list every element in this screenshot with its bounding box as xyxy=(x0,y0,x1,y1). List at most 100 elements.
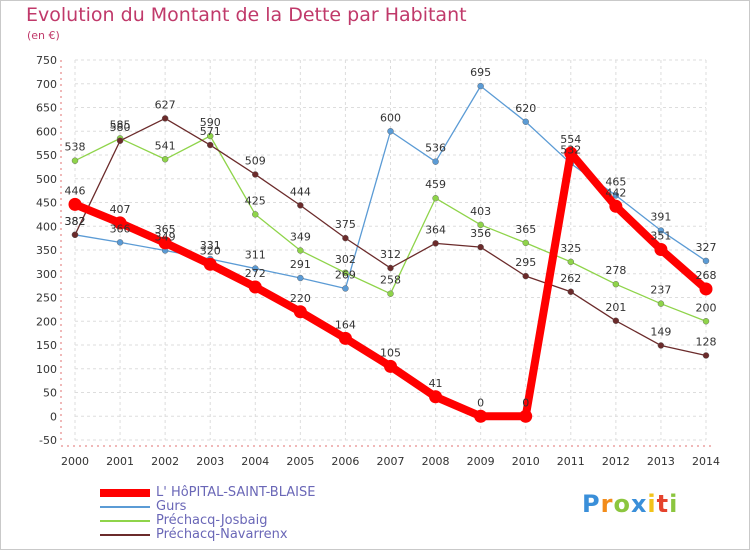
y-tick-label: 50 xyxy=(43,387,57,400)
data-label: 349 xyxy=(155,230,176,243)
legend-swatch xyxy=(100,534,150,536)
legend-label: Préchacq-Josbaig xyxy=(156,513,268,528)
data-label: 295 xyxy=(515,256,536,269)
data-label: 620 xyxy=(515,102,536,115)
data-label: 41 xyxy=(429,377,443,390)
data-point xyxy=(116,239,124,246)
data-label: 0 xyxy=(477,396,484,409)
y-tick-label: 250 xyxy=(36,292,57,305)
data-point xyxy=(297,247,304,254)
y-tick-label: 100 xyxy=(36,363,57,376)
data-point xyxy=(612,281,620,288)
data-point xyxy=(387,128,394,135)
data-point xyxy=(293,305,307,319)
data-labels: 382 366 349 331 311 291 269 600 536 695 620 532 465 3… xyxy=(65,66,717,409)
x-tick-label: 2012 xyxy=(602,455,630,468)
data-label: 444 xyxy=(290,185,311,198)
x-tick-label: 2004 xyxy=(241,455,269,468)
data-point xyxy=(161,156,169,163)
data-label: 272 xyxy=(245,267,266,280)
data-point xyxy=(702,352,710,359)
logo-letter: r xyxy=(600,490,614,518)
data-point xyxy=(252,171,259,178)
data-point xyxy=(248,280,262,294)
data-point xyxy=(297,274,304,282)
data-point xyxy=(113,216,127,230)
data-point xyxy=(71,231,79,239)
data-point xyxy=(342,285,349,292)
data-point xyxy=(654,243,668,257)
data-label: 590 xyxy=(200,116,221,129)
data-point xyxy=(522,272,529,280)
axes xyxy=(60,60,712,447)
y-tick-label: 300 xyxy=(36,268,57,281)
data-label: 349 xyxy=(290,230,311,243)
data-point xyxy=(387,264,394,272)
data-point xyxy=(252,211,259,218)
data-label: 532 xyxy=(560,144,581,157)
data-label: 201 xyxy=(605,301,626,314)
data-point xyxy=(609,199,623,213)
data-label: 459 xyxy=(425,178,446,191)
chart-subtitle: (en €) xyxy=(27,29,60,42)
data-point xyxy=(432,240,439,247)
x-tick-label: 2001 xyxy=(106,455,134,468)
legend-label: Gurs xyxy=(156,499,187,514)
x-tick-label: 2008 xyxy=(422,455,450,468)
data-label: 258 xyxy=(380,274,401,287)
data-label: 571 xyxy=(200,125,221,138)
data-point xyxy=(477,82,484,90)
y-tick-label: 700 xyxy=(36,78,57,91)
x-axis-ticks: 2000 2001 2002 2003 2004 2005 2006 2007 2008 2009… xyxy=(61,455,720,468)
data-point xyxy=(342,269,349,276)
x-tick-label: 2013 xyxy=(647,455,675,468)
data-label: 382 xyxy=(65,215,86,228)
y-tick-label: 450 xyxy=(36,197,57,210)
data-label: 407 xyxy=(110,203,131,216)
x-tick-label: 2007 xyxy=(377,455,405,468)
data-point xyxy=(338,331,352,345)
data-point xyxy=(207,132,214,140)
data-label: 237 xyxy=(650,284,671,297)
data-label: 105 xyxy=(380,346,401,359)
data-label: 580 xyxy=(110,121,131,134)
data-label: 327 xyxy=(696,241,717,254)
y-tick-label: 600 xyxy=(36,125,57,138)
data-point xyxy=(432,158,439,165)
line-chart: -50 0 50 100 150 200 250 300 350 400 450 500 550 600 6… xyxy=(36,54,720,468)
data-label: 391 xyxy=(650,211,671,224)
data-label: 262 xyxy=(560,272,581,285)
data-label: 509 xyxy=(245,154,266,167)
data-label: 446 xyxy=(65,184,86,197)
data-label: 220 xyxy=(290,292,311,305)
data-point xyxy=(474,409,488,423)
y-tick-label: 550 xyxy=(36,149,57,162)
data-label: 536 xyxy=(425,142,446,155)
data-point xyxy=(567,288,574,295)
data-point xyxy=(252,265,259,272)
data-label: 320 xyxy=(200,244,221,257)
data-label: 366 xyxy=(110,222,131,235)
data-label: 585 xyxy=(110,118,131,131)
data-point xyxy=(519,409,533,423)
data-label: 331 xyxy=(200,239,221,252)
proxiti-logo: Proxiti xyxy=(582,490,678,518)
logo-letter: x xyxy=(630,490,648,518)
data-label: 325 xyxy=(560,242,581,255)
data-point xyxy=(522,118,529,125)
x-tick-label: 2000 xyxy=(61,455,89,468)
data-label: 425 xyxy=(245,194,266,207)
data-point xyxy=(203,257,217,271)
data-point xyxy=(387,290,394,297)
data-label: 351 xyxy=(650,230,671,243)
legend-swatch xyxy=(100,489,150,497)
data-point xyxy=(68,197,82,211)
x-tick-label: 2009 xyxy=(467,455,495,468)
data-label: 128 xyxy=(696,335,717,348)
data-label: 375 xyxy=(335,218,356,231)
data-label: 269 xyxy=(335,268,356,281)
y-tick-label: 0 xyxy=(50,410,57,423)
logo-letter: P xyxy=(582,490,601,518)
y-tick-label: 500 xyxy=(36,173,57,186)
legend-label: L' HôPITAL-SAINT-BLAISE xyxy=(156,485,316,500)
